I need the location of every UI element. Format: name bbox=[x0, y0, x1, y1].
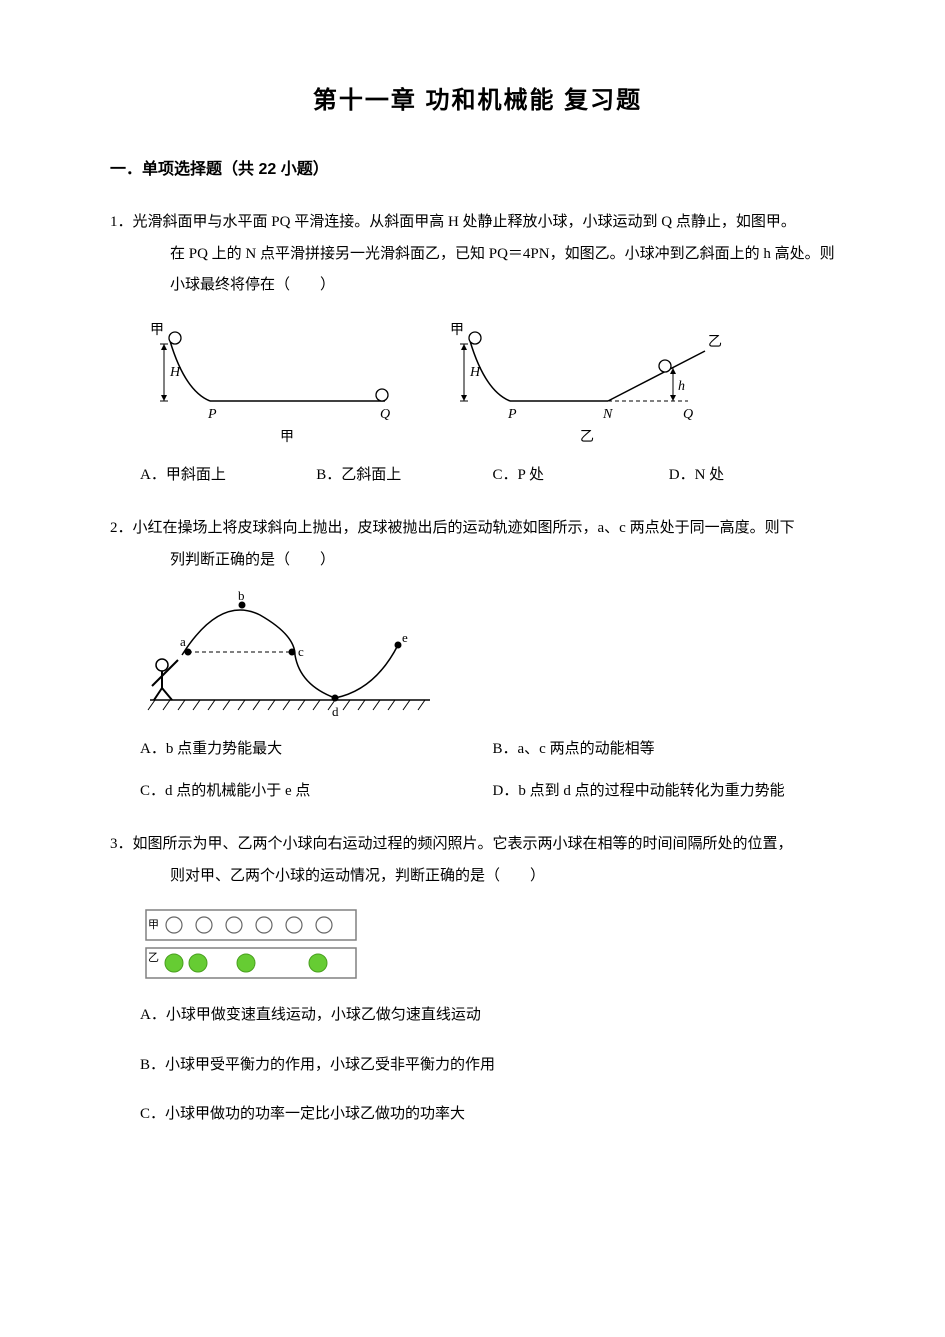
q2-line2: 列判断正确的是（ ） bbox=[140, 552, 335, 568]
q1-number: 1． bbox=[110, 214, 133, 230]
q2-optB: B．a、c 两点的动能相等 bbox=[493, 734, 846, 766]
q1-options: A．甲斜面上 B．乙斜面上 C．P 处 D．N 处 bbox=[110, 460, 845, 492]
q2-optC: C．d 点的机械能小于 e 点 bbox=[140, 776, 493, 808]
q1-optC: C．P 处 bbox=[493, 460, 669, 492]
q1-optA: A．甲斜面上 bbox=[140, 460, 316, 492]
q2-optD: D．b 点到 d 点的过程中动能转化为重力势能 bbox=[493, 776, 846, 808]
label-h: h bbox=[678, 379, 685, 394]
q3-optC: C．小球甲做功的功率一定比小球乙做功的功率大 bbox=[140, 1099, 845, 1131]
q1-fig-yi: 甲 乙 H bbox=[450, 323, 722, 445]
label-P-right: P bbox=[507, 407, 517, 422]
question-3: 3．如图所示为甲、乙两个小球向右运动过程的频闪照片。它表示两小球在相等的时间间隔… bbox=[110, 829, 845, 1149]
q3-number: 3． bbox=[110, 836, 133, 852]
label-H2: H bbox=[469, 365, 481, 380]
q3-figure: 甲 乙 bbox=[140, 906, 845, 986]
q1-line3: 小球最终将停在（ ） bbox=[140, 277, 335, 293]
q2-text: 2．小红在操场上将皮球斜向上抛出，皮球被抛出后的运动轨迹如图所示，a、c 两点处… bbox=[110, 513, 845, 576]
q3-line1: 如图所示为甲、乙两个小球向右运动过程的频闪照片。它表示两小球在相等的时间间隔所处… bbox=[133, 836, 793, 852]
label-jia-top: 甲 bbox=[150, 323, 164, 338]
q2-options-row1: A．b 点重力势能最大 B．a、c 两点的动能相等 bbox=[110, 734, 845, 766]
q1-optD: D．N 处 bbox=[669, 460, 845, 492]
q2-number: 2． bbox=[110, 520, 133, 536]
label-c: c bbox=[298, 644, 304, 659]
q1-figure: 甲 H P bbox=[140, 316, 845, 446]
question-1: 1．光滑斜面甲与水平面 PQ 平滑连接。从斜面甲高 H 处静止释放小球，小球运动… bbox=[110, 207, 845, 491]
q3-line2: 则对甲、乙两个小球的运动情况，判断正确的是（ ） bbox=[140, 868, 545, 884]
q2-line1: 小红在操场上将皮球斜向上抛出，皮球被抛出后的运动轨迹如图所示，a、c 两点处于同… bbox=[133, 520, 795, 536]
q3-options: A．小球甲做变速直线运动，小球乙做匀速直线运动 B．小球甲受平衡力的作用，小球乙… bbox=[110, 1000, 845, 1149]
label-N: N bbox=[602, 407, 613, 422]
q3-optB: B．小球甲受平衡力的作用，小球乙受非平衡力的作用 bbox=[140, 1050, 845, 1082]
label-jia-bottom: 甲 bbox=[280, 430, 294, 445]
page-title: 第十一章 功和机械能 复习题 bbox=[110, 80, 845, 115]
q1-text: 1．光滑斜面甲与水平面 PQ 平滑连接。从斜面甲高 H 处静止释放小球，小球运动… bbox=[110, 207, 845, 302]
label-P-left: P bbox=[207, 407, 217, 422]
label-H: H bbox=[169, 365, 181, 380]
label-d: d bbox=[332, 704, 339, 719]
label-yi-bottom: 乙 bbox=[580, 429, 594, 445]
label-jia: 甲 bbox=[148, 919, 159, 931]
q2-optA: A．b 点重力势能最大 bbox=[140, 734, 493, 766]
q3-text: 3．如图所示为甲、乙两个小球向右运动过程的频闪照片。它表示两小球在相等的时间间隔… bbox=[110, 829, 845, 892]
label-Q-right: Q bbox=[683, 407, 693, 422]
q3-optA: A．小球甲做变速直线运动，小球乙做匀速直线运动 bbox=[140, 1000, 845, 1032]
section-heading: 一．单项选择题（共 22 小题） bbox=[110, 155, 845, 179]
q1-line2: 在 PQ 上的 N 点平滑拼接另一光滑斜面乙，已知 PQ＝4PN，如图乙。小球冲… bbox=[140, 246, 835, 262]
label-e: e bbox=[402, 630, 408, 645]
q1-fig-jia: 甲 H P bbox=[150, 323, 390, 445]
label-yi-top: 乙 bbox=[708, 334, 722, 350]
page: 第十一章 功和机械能 复习题 一．单项选择题（共 22 小题） 1．光滑斜面甲与… bbox=[0, 0, 945, 1231]
q2-options-row2: C．d 点的机械能小于 e 点 D．b 点到 d 点的过程中动能转化为重力势能 bbox=[110, 776, 845, 808]
q2-figure: a b c d e bbox=[140, 590, 845, 720]
label-a: a bbox=[180, 634, 186, 649]
question-2: 2．小红在操场上将皮球斜向上抛出，皮球被抛出后的运动轨迹如图所示，a、c 两点处… bbox=[110, 513, 845, 807]
q1-line1: 光滑斜面甲与水平面 PQ 平滑连接。从斜面甲高 H 处静止释放小球，小球运动到 … bbox=[133, 214, 796, 230]
label-yi: 乙 bbox=[148, 951, 159, 964]
label-jia-top2: 甲 bbox=[450, 323, 464, 338]
q1-optB: B．乙斜面上 bbox=[316, 460, 492, 492]
label-b: b bbox=[238, 590, 245, 603]
label-Q-left: Q bbox=[380, 407, 390, 422]
